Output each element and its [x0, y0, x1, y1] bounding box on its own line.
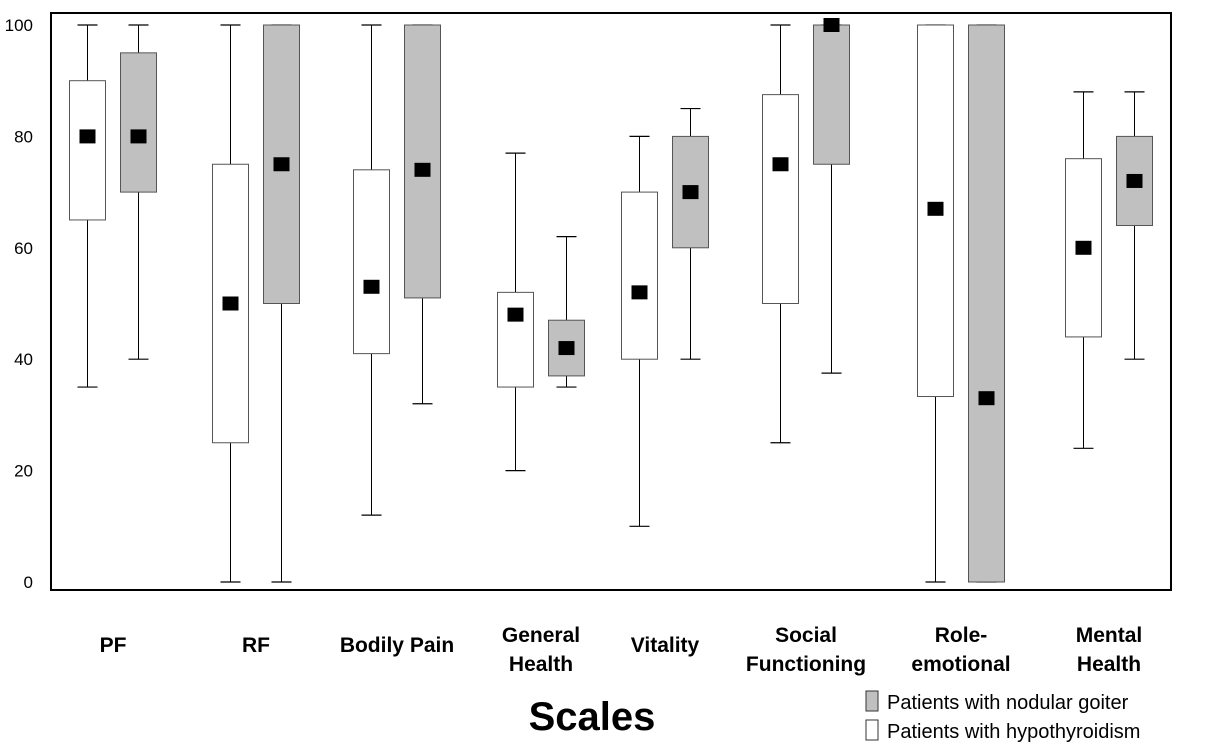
y-axis-ticks: 0 20 40 60 80 100 — [5, 16, 33, 592]
category-label-line: Health — [509, 653, 573, 676]
iqr-box — [813, 24, 850, 165]
iqr-box — [353, 169, 390, 355]
x-axis-title: Scales — [529, 695, 656, 739]
category-label-line: PF — [100, 634, 127, 657]
y-tick-label: 40 — [14, 350, 33, 369]
mean-marker — [414, 162, 431, 177]
box-nodular-goiter — [672, 107, 709, 360]
category-label-line: Vitality — [631, 634, 700, 657]
mean-marker — [682, 185, 699, 200]
box-hypothyroidism — [212, 24, 249, 583]
box-hypothyroidism — [621, 135, 658, 527]
mean-marker — [978, 391, 995, 406]
mean-marker — [823, 18, 840, 32]
category-label-line: RF — [242, 634, 270, 657]
mean-marker — [130, 129, 147, 144]
mean-marker — [507, 307, 524, 322]
box-nodular-goiter — [968, 24, 1005, 583]
y-tick-label: 100 — [5, 16, 33, 35]
legend-swatch — [865, 690, 879, 712]
category-label-line: Role- — [935, 624, 988, 647]
mean-marker — [363, 279, 380, 294]
mean-marker — [1075, 240, 1092, 255]
plot-frame — [50, 12, 1172, 591]
legend-swatch — [865, 719, 879, 741]
iqr-box — [968, 24, 1005, 583]
mean-marker — [79, 129, 96, 144]
legend-label: Patients with hypothyroidism — [887, 721, 1140, 743]
box-series — [69, 18, 1153, 583]
mean-marker — [1126, 173, 1143, 188]
mean-marker — [558, 341, 575, 356]
mean-marker — [222, 296, 239, 311]
iqr-box — [917, 24, 954, 398]
category-label: Vitality — [631, 634, 700, 657]
box-nodular-goiter — [813, 18, 850, 374]
category-label-line: Bodily Pain — [340, 634, 454, 657]
category-label-line: General — [502, 624, 580, 647]
iqr-box — [762, 94, 799, 304]
iqr-box — [404, 24, 441, 299]
category-label-line: Health — [1077, 653, 1141, 676]
y-tick-label: 0 — [24, 573, 33, 592]
iqr-box — [120, 52, 157, 193]
category-label-line: Mental — [1076, 624, 1143, 647]
box-hypothyroidism — [353, 24, 390, 516]
box-hypothyroidism — [497, 152, 534, 472]
legend-label: Patients with nodular goiter — [887, 692, 1129, 714]
category-label: Mental Health — [1076, 624, 1143, 676]
category-label: Role-emotional — [911, 624, 1010, 676]
box-nodular-goiter — [404, 24, 441, 405]
iqr-box — [497, 291, 534, 388]
box-hypothyroidism — [1065, 91, 1102, 449]
category-label: PF — [100, 634, 127, 657]
box-hypothyroidism — [762, 24, 799, 444]
y-tick-label: 20 — [14, 462, 33, 481]
box-hypothyroidism — [69, 24, 106, 388]
category-labels: PF RF Bodily Pain General Health Vitality Soci… — [100, 624, 1143, 676]
category-label: Social Functioning — [746, 624, 866, 676]
mean-marker — [927, 201, 944, 216]
box-nodular-goiter — [548, 236, 585, 388]
category-label: Bodily Pain — [340, 634, 454, 657]
category-label: General Health — [502, 624, 580, 676]
y-tick-label: 80 — [14, 127, 33, 146]
mean-marker — [631, 285, 648, 300]
box-nodular-goiter — [120, 24, 157, 360]
category-label: RF — [242, 634, 270, 657]
iqr-box — [69, 80, 106, 221]
y-tick-label: 60 — [14, 239, 33, 258]
mean-marker — [772, 157, 789, 172]
box-nodular-goiter — [1116, 91, 1153, 360]
legend: Patients with nodular goiter Patients wit… — [865, 690, 1140, 743]
category-label-line: emotional — [911, 653, 1010, 676]
box-nodular-goiter — [263, 24, 300, 583]
category-label-line: Functioning — [746, 653, 866, 676]
box-hypothyroidism — [917, 24, 954, 583]
mean-marker — [273, 157, 290, 172]
iqr-box — [621, 191, 658, 360]
category-label-line: Social — [775, 624, 837, 647]
